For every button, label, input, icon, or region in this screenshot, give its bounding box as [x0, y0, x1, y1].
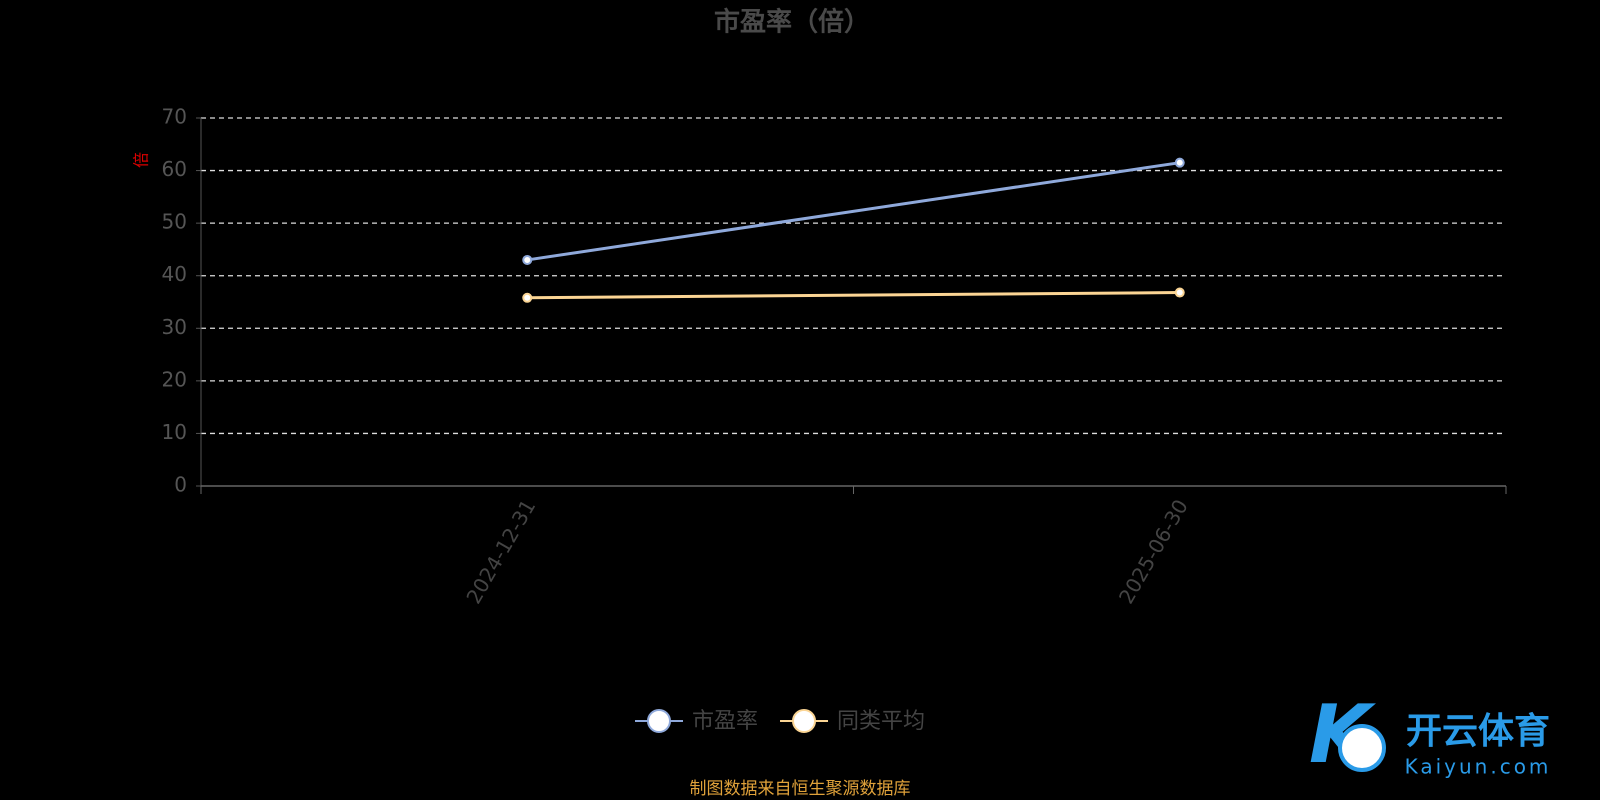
- data-point: [522, 292, 533, 303]
- legend-marker: [647, 709, 671, 733]
- y-tick-label: 70: [162, 105, 187, 129]
- y-tick-label: 50: [162, 210, 187, 234]
- y-axis-label: 倍: [132, 152, 151, 168]
- legend-label: 同类平均: [837, 709, 925, 734]
- data-point: [522, 254, 533, 265]
- y-tick-label: 30: [162, 315, 187, 339]
- watermark: K 开云体育 Kaiyun.com: [1309, 688, 1552, 781]
- y-tick-label: 0: [174, 473, 187, 497]
- watermark-site: Kaiyun.com: [1405, 755, 1552, 779]
- watermark-ball: [1338, 724, 1386, 772]
- watermark-brand: 开云体育: [1406, 711, 1550, 752]
- legend-marker: [792, 709, 817, 733]
- y-tick-label: 40: [162, 262, 187, 286]
- data-point: [1174, 287, 1185, 298]
- legend-label: 市盈率: [692, 709, 758, 734]
- y-tick-label: 60: [162, 157, 187, 181]
- chart-title: 市盈率（倍）: [714, 7, 870, 38]
- series-line: [527, 291, 1180, 300]
- legend-item: 同类平均: [780, 709, 925, 734]
- series-line: [527, 161, 1180, 262]
- source-note: 制图数据来自恒生聚源数据库: [690, 779, 911, 799]
- y-tick-label: 20: [162, 367, 187, 391]
- legend-item: 市盈率: [635, 709, 758, 734]
- data-point: [1174, 157, 1185, 168]
- y-tick-label: 10: [162, 420, 187, 444]
